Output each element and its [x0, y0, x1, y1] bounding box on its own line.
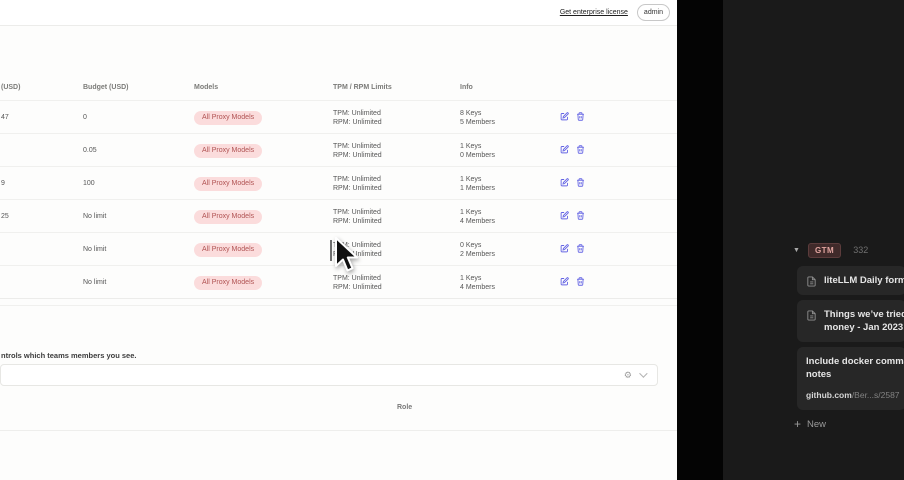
litellm-admin-app: Get enterprise license admin (USD) Budge… — [0, 0, 677, 480]
role-column-header: Role — [397, 404, 413, 411]
edit-team-icon[interactable] — [560, 145, 569, 154]
budget-value: No limit — [83, 213, 107, 220]
header-tpm-rpm: TPM / RPM Limits — [333, 84, 392, 91]
edit-team-icon[interactable] — [560, 244, 569, 253]
budget-value: 100 — [83, 180, 95, 187]
table-row: 25 No limit All Proxy Models TPM: Unlimi… — [0, 199, 677, 232]
panel-black-gutter — [677, 0, 723, 480]
info-cell: 1 Keys 4 Members — [460, 275, 496, 291]
delete-team-icon[interactable] — [576, 178, 585, 187]
table-row: No limit All Proxy Models TPM: Unlimited… — [0, 232, 677, 265]
models-badge: All Proxy Models — [194, 209, 263, 224]
enterprise-license-link[interactable]: Get enterprise license — [559, 9, 628, 16]
plus-icon: + — [794, 417, 802, 431]
delete-team-icon[interactable] — [576, 145, 585, 154]
limits-cell: TPM: Unlimited RPM: Unlimited — [333, 176, 382, 192]
edit-team-icon[interactable] — [560, 211, 569, 220]
info-cell: 1 Keys 1 Members — [460, 176, 496, 192]
table-row: No limit All Proxy Models TPM: Unlimited… — [0, 265, 677, 298]
role-table-divider — [0, 430, 677, 431]
row-actions — [560, 112, 585, 121]
note-subtitle: notes — [806, 369, 832, 380]
note-title: Things we’ve tried — [824, 309, 904, 320]
table-header-row: (USD) Budget (USD) Models TPM / RPM Limi… — [0, 75, 677, 100]
note-card[interactable]: Things we’ve tried money - Jan 2023 — [797, 300, 904, 342]
info-cell: 8 Keys 5 Members — [460, 110, 496, 126]
edit-team-icon[interactable] — [560, 112, 569, 121]
team-filter-select[interactable]: ⚙ — [0, 364, 658, 386]
gtm-tag-badge[interactable]: GTM — [807, 243, 842, 258]
edit-team-icon[interactable] — [560, 277, 569, 286]
delete-team-icon[interactable] — [576, 277, 585, 286]
topbar: Get enterprise license admin — [0, 0, 677, 26]
delete-team-icon[interactable] — [576, 112, 585, 121]
header-info: Info — [460, 84, 473, 91]
note-card[interactable]: Include docker comma notes github.com/Be… — [797, 347, 904, 410]
table-row: 0.05 All Proxy Models TPM: Unlimited RPM:… — [0, 133, 677, 166]
teams-table: (USD) Budget (USD) Models TPM / RPM Limi… — [0, 75, 677, 299]
link-path: /Ber...s/2587 — [851, 390, 900, 400]
note-card[interactable]: liteLLM Daily forma — [797, 266, 904, 295]
delete-team-icon[interactable] — [576, 244, 585, 253]
limits-cell: TPM: Unlimited RPM: Unlimited — [333, 143, 382, 159]
notes-side-panel: ▼ GTM 332 liteLLM Daily forma Things we’… — [723, 0, 904, 480]
header-budget-usd: Budget (USD) — [83, 84, 129, 91]
note-title: Include docker comma — [806, 356, 904, 367]
new-note-label: New — [807, 418, 827, 430]
row-actions — [560, 211, 585, 220]
note-link[interactable]: github.com/Ber...s/2587 — [806, 390, 904, 400]
row-actions — [560, 277, 585, 286]
models-badge: All Proxy Models — [194, 176, 263, 191]
limits-cell: TPM: Unlimited RPM: Unlimited — [333, 275, 382, 291]
members-helper-text: ntrols which teams members you see. — [1, 351, 137, 360]
new-note-button[interactable]: + New — [794, 418, 826, 430]
page-icon — [807, 276, 816, 287]
note-title: liteLLM Daily forma — [824, 275, 904, 286]
edit-team-icon[interactable] — [560, 178, 569, 187]
info-cell: 1 Keys 0 Members — [460, 143, 496, 159]
note-subtitle: money - Jan 2023 — [824, 322, 904, 333]
models-badge: All Proxy Models — [194, 110, 263, 125]
limits-cell: TPM: Unlimited RPM: Unlimited — [333, 209, 382, 225]
row-actions — [560, 145, 585, 154]
row-actions — [560, 244, 585, 253]
spend-value: 25 — [1, 213, 9, 220]
models-badge: All Proxy Models — [194, 143, 263, 158]
budget-value: No limit — [83, 279, 107, 286]
page-icon — [807, 310, 816, 321]
collapse-triangle-icon[interactable]: ▼ — [793, 246, 800, 254]
models-badge: All Proxy Models — [194, 242, 263, 257]
gear-icon[interactable]: ⚙ — [623, 369, 632, 380]
info-cell: 0 Keys 2 Members — [460, 242, 496, 258]
table-row: 47 0 All Proxy Models TPM: Unlimited RPM:… — [0, 100, 677, 133]
admin-user-button[interactable]: admin — [636, 4, 670, 21]
tag-count: 332 — [853, 245, 869, 256]
budget-value: 0.05 — [83, 147, 97, 154]
table-row: 9 100 All Proxy Models TPM: Unlimited RPM… — [0, 166, 677, 199]
budget-value: No limit — [83, 246, 107, 253]
models-badge: All Proxy Models — [194, 275, 263, 290]
limits-cell: TPM: Unlimited RPM: Unlimited — [333, 110, 382, 126]
header-models: Models — [194, 84, 219, 91]
budget-value: 0 — [83, 114, 87, 121]
delete-team-icon[interactable] — [576, 211, 585, 220]
header-spend-usd: (USD) — [1, 84, 21, 91]
tag-group-header: ▼ GTM 332 — [793, 243, 868, 258]
link-domain: github.com — [806, 390, 852, 400]
info-cell: 1 Keys 4 Members — [460, 209, 496, 225]
spend-value: 47 — [1, 114, 9, 121]
chevron-down-icon[interactable] — [639, 369, 648, 378]
row-actions — [560, 178, 585, 187]
section-divider — [0, 305, 677, 306]
spend-value: 9 — [1, 180, 5, 187]
